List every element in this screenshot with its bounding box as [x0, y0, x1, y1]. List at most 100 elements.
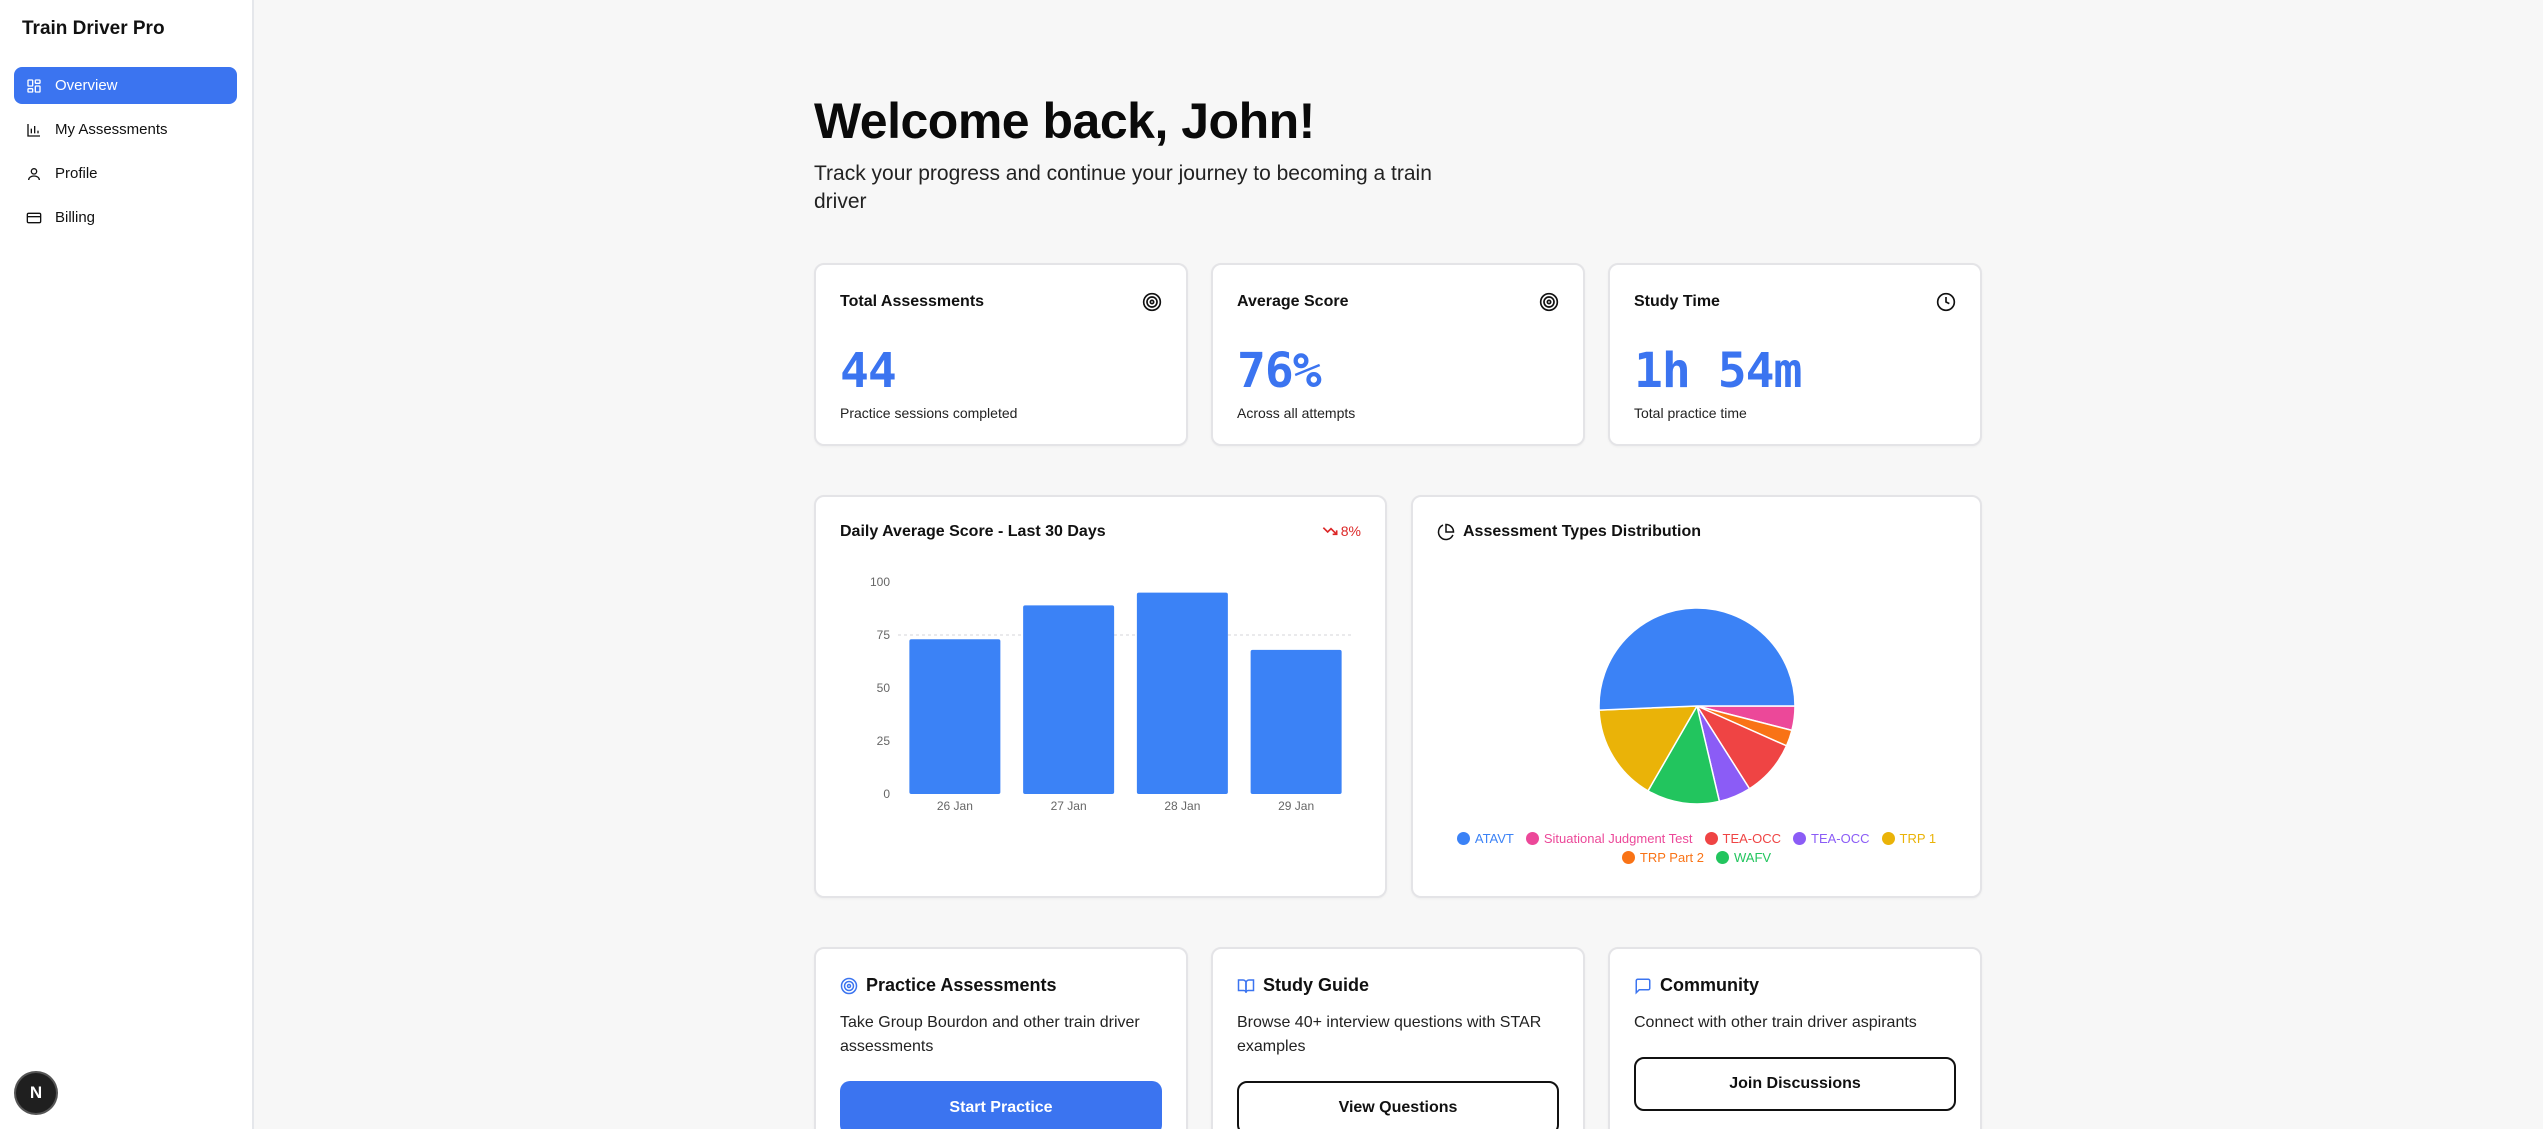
sidebar-item-label: Billing: [55, 209, 96, 226]
feature-title-text: Study Guide: [1263, 975, 1370, 995]
legend-label: Situational Judgment Test: [1543, 831, 1693, 846]
legend-dot: [1715, 851, 1729, 864]
target-icon: [840, 977, 858, 994]
stat-caption: Across all attempts: [1237, 405, 1356, 421]
legend-item[interactable]: TRP 1: [1881, 831, 1937, 846]
credit-card-icon: [26, 210, 42, 226]
page-title: Welcome back, John!: [814, 93, 1315, 149]
x-tick-label: 27 Jan: [1051, 799, 1087, 813]
view-questions-button[interactable]: View Questions: [1237, 1081, 1559, 1129]
feature-title: Study Guide: [1237, 975, 1369, 996]
stat-value: 1h 54m: [1634, 343, 1802, 399]
legend-label: ATAVT: [1474, 831, 1514, 846]
trend-value: 8%: [1340, 523, 1361, 539]
legend-dot: [1456, 832, 1470, 845]
stat-value: 44: [840, 343, 897, 399]
feature-card-study-guide: Study Guide Browse 40+ interview questio…: [1211, 947, 1585, 1129]
sidebar: Train Driver Pro Overview My Assessments…: [0, 0, 254, 1129]
feature-title: Practice Assessments: [840, 975, 1056, 996]
legend-item[interactable]: ATAVT: [1456, 831, 1514, 846]
bar[interactable]: [1250, 649, 1342, 794]
legend-dot: [1793, 832, 1807, 845]
legend-label: TRP Part 2: [1639, 850, 1704, 865]
legend-dot: [1621, 851, 1635, 864]
x-tick-label: 26 Jan: [937, 799, 973, 813]
sidebar-nav: Overview My Assessments Profile Billing: [14, 67, 237, 243]
x-tick-label: 28 Jan: [1164, 799, 1200, 813]
sidebar-item-profile[interactable]: Profile: [14, 155, 237, 192]
pie-slice[interactable]: [1598, 607, 1796, 711]
legend-dot: [1704, 832, 1718, 845]
sidebar-item-label: My Assessments: [55, 121, 168, 138]
legend-label: WAFV: [1733, 850, 1772, 865]
clock-icon: [1936, 292, 1956, 312]
bar[interactable]: [909, 639, 1001, 794]
message-square-icon: [1635, 978, 1651, 995]
trending-down-icon: [1322, 527, 1338, 536]
legend-item[interactable]: TRP Part 2: [1621, 850, 1704, 865]
dev-tools-badge[interactable]: N: [16, 1073, 56, 1113]
feature-card-community: Community Connect with other train drive…: [1608, 947, 1982, 1129]
user-icon: [26, 166, 42, 182]
feature-description: Take Group Bourdon and other train drive…: [840, 1014, 1140, 1055]
stat-title: Average Score: [1237, 293, 1349, 310]
legend-dot: [1525, 832, 1539, 845]
legend-item[interactable]: Situational Judgment Test: [1525, 831, 1693, 846]
sidebar-item-my-assessments[interactable]: My Assessments: [14, 111, 237, 148]
sidebar-item-billing[interactable]: Billing: [14, 199, 237, 236]
daily-score-chart-card: Daily Average Score - Last 30 Days 8% 0 2…: [814, 495, 1387, 898]
legend-item[interactable]: WAFV: [1715, 850, 1772, 865]
bar[interactable]: [1023, 605, 1115, 794]
page-subtitle: Track your progress and continue your jo…: [814, 162, 1432, 213]
pie-slice[interactable]: [1598, 705, 1699, 792]
start-practice-button[interactable]: Start Practice: [840, 1081, 1162, 1129]
legend-item[interactable]: TEA-OCC: [1704, 831, 1781, 846]
stat-card-average-score: Average Score 76% Across all attempts: [1211, 263, 1585, 446]
feature-title-text: Community: [1660, 975, 1759, 995]
y-tick-label: 100: [870, 575, 890, 589]
y-tick-label: 0: [883, 787, 890, 801]
dashboard-icon: [26, 78, 42, 94]
chart-title: Daily Average Score - Last 30 Days: [840, 523, 1106, 540]
bar-chart: 0 25 50 75 100 26 Jan 27 Jan 28 Jan 29 Jan: [870, 575, 1353, 813]
target-icon: [1142, 292, 1162, 312]
feature-description: Connect with other train driver aspirant…: [1634, 1014, 1917, 1031]
target-icon: [1539, 292, 1559, 312]
brand-title: Train Driver Pro: [22, 18, 165, 39]
feature-title: Community: [1634, 975, 1759, 996]
sidebar-item-overview[interactable]: Overview: [14, 67, 237, 104]
pie-legend: ATAVT Situational Judgment Test TEA-OCC TEA…: [1453, 831, 1940, 865]
join-discussions-button[interactable]: Join Discussions: [1634, 1057, 1956, 1111]
bar[interactable]: [1136, 592, 1228, 794]
assessment-types-chart-card: Assessment Types Distribution ATAVT Situa…: [1411, 495, 1982, 898]
legend-item[interactable]: TEA-OCC: [1793, 831, 1870, 846]
book-open-icon: [1237, 978, 1255, 993]
trend-indicator: 8%: [1322, 523, 1361, 539]
stat-title: Total Assessments: [840, 293, 985, 310]
stat-title: Study Time: [1634, 293, 1720, 310]
legend-dot: [1881, 832, 1895, 845]
legend-label: TRP 1: [1899, 831, 1937, 846]
stat-card-study-time: Study Time 1h 54m Total practice time: [1608, 263, 1982, 446]
y-tick-label: 50: [877, 681, 891, 695]
stat-caption: Practice sessions completed: [840, 405, 1018, 421]
sidebar-item-label: Overview: [55, 77, 118, 94]
legend-label: TEA-OCC: [1811, 831, 1870, 846]
main-content: Welcome back, John! Track your progress …: [254, 0, 2543, 1129]
y-tick-label: 75: [877, 628, 891, 642]
bar-chart-icon: [26, 122, 42, 138]
x-tick-label: 29 Jan: [1278, 799, 1314, 813]
feature-title-text: Practice Assessments: [866, 975, 1057, 995]
pie-chart-icon: [1437, 523, 1455, 541]
chart-title: Assessment Types Distribution: [1437, 523, 1701, 541]
sidebar-item-label: Profile: [55, 165, 98, 182]
pie-slice[interactable]: [1646, 703, 1721, 805]
stat-value: 76%: [1237, 343, 1322, 399]
pie-chart: [1598, 607, 1796, 805]
y-tick-label: 25: [877, 734, 891, 748]
feature-card-practice: Practice Assessments Take Group Bourdon …: [814, 947, 1188, 1129]
feature-description: Browse 40+ interview questions with STAR…: [1237, 1014, 1542, 1055]
stat-card-total-assessments: Total Assessments 44 Practice sessions c…: [814, 263, 1188, 446]
chart-title-text: Assessment Types Distribution: [1463, 523, 1701, 540]
stat-caption: Total practice time: [1634, 405, 1747, 421]
